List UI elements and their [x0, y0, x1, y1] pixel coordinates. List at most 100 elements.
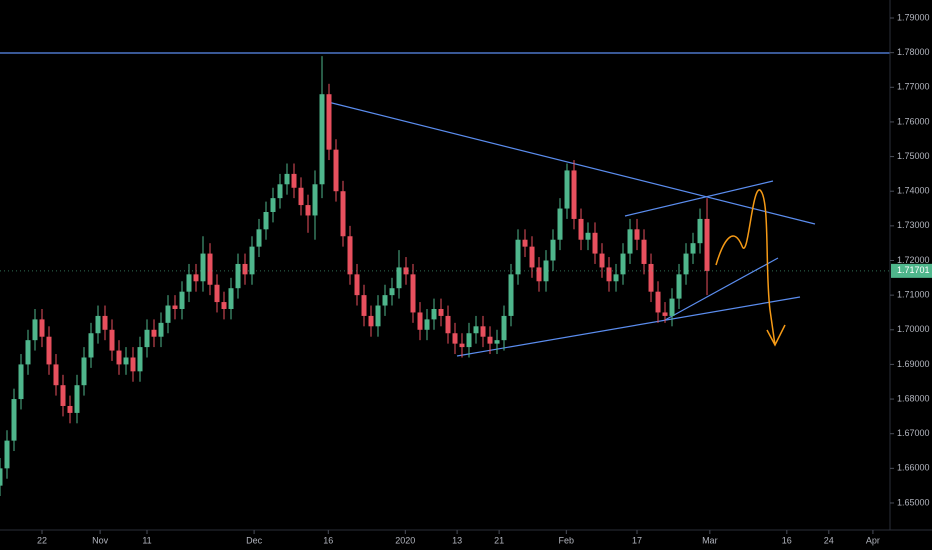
y-tick-label: 1.73000 [897, 220, 930, 230]
candle-body [375, 305, 381, 327]
candle-body [53, 364, 59, 386]
candle-body [368, 315, 374, 327]
candle-body [235, 263, 241, 289]
candle-body [319, 94, 325, 185]
candle-body [438, 308, 444, 316]
candle-body [389, 288, 395, 296]
y-tick-label: 1.77000 [897, 82, 930, 92]
candle-body [277, 184, 283, 199]
x-tick-label: Apr [866, 535, 880, 545]
candle-body [410, 274, 416, 313]
y-tick-label: 1.66000 [897, 463, 930, 473]
candle-body [18, 364, 24, 400]
candle-body [207, 253, 213, 285]
y-tick-label: 1.67000 [897, 428, 930, 438]
candle-body [452, 333, 458, 344]
candle-body [333, 149, 339, 192]
candle-body [193, 274, 199, 282]
candle-body [697, 218, 703, 244]
x-tick-label: 22 [37, 535, 47, 545]
candle-body [144, 329, 150, 348]
candle-body [459, 343, 465, 348]
candle-body [522, 239, 528, 247]
candle-body [424, 319, 430, 330]
candle-body [543, 260, 549, 282]
candle-body [669, 298, 675, 316]
projection-arrowhead [766, 324, 786, 347]
candle-body [67, 405, 73, 413]
candle-body [641, 239, 647, 264]
candle-body [529, 246, 535, 268]
candle-body [39, 319, 45, 337]
candle-body [151, 329, 157, 337]
candle-body [4, 440, 10, 469]
candle-body [473, 326, 479, 334]
candle-body [445, 315, 451, 334]
candle-body [116, 350, 122, 365]
x-tick-label: 24 [824, 535, 834, 545]
candle-body [648, 263, 654, 292]
candle-body [249, 246, 255, 275]
candle-body [130, 357, 136, 372]
candle-body [354, 274, 360, 296]
candle-body [158, 322, 164, 337]
candle-body [508, 274, 514, 316]
candle-body [494, 340, 500, 344]
candle-body [361, 295, 367, 316]
candle-body [88, 333, 94, 358]
candle-body [515, 239, 521, 275]
y-tick-label: 1.69000 [897, 359, 930, 369]
candle-body [291, 173, 297, 188]
candle-body [417, 312, 423, 330]
x-tick-label: 11 [142, 535, 151, 545]
x-tick-label: 17 [632, 535, 642, 545]
candle-body [263, 212, 269, 230]
x-tick-label: 16 [323, 535, 333, 545]
candle-body [683, 253, 689, 275]
candle-body [11, 399, 17, 441]
candle-body [557, 208, 563, 240]
y-tick-label: 1.75000 [897, 151, 930, 161]
candle-body [655, 291, 661, 313]
candle-body [550, 239, 556, 261]
y-tick-label: 1.74000 [897, 186, 930, 196]
candle-body [95, 315, 101, 334]
candle-body [46, 336, 52, 365]
candle-body [347, 236, 353, 275]
candle-body [312, 184, 318, 216]
y-tick-label: 1.68000 [897, 393, 930, 403]
candle-body [620, 253, 626, 275]
x-tick-label: Nov [92, 535, 109, 545]
candle-body [564, 170, 570, 209]
candle-body [396, 267, 402, 289]
candle-body [403, 267, 409, 275]
candle-body [256, 229, 262, 247]
candle-body [480, 326, 486, 337]
y-tick-label: 1.65000 [897, 497, 930, 507]
candle-body [186, 274, 192, 292]
candle-body [571, 170, 577, 219]
candle-body [81, 357, 87, 386]
y-tick-label: 1.72000 [897, 255, 930, 265]
candle-body [613, 274, 619, 282]
candle-body [627, 229, 633, 254]
x-tick-label: Mar [702, 535, 718, 545]
y-tick-label: 1.70000 [897, 324, 930, 334]
candle-body [214, 284, 220, 303]
candle-body [32, 319, 38, 341]
candle-body [662, 312, 668, 316]
candle-body [242, 263, 248, 275]
candle-body [592, 232, 598, 254]
last-price-box [891, 263, 932, 278]
candle-body [704, 218, 710, 271]
candle-body [102, 315, 108, 330]
y-tick-label: 1.71000 [897, 290, 930, 300]
last-price-label: 1.71701 [897, 265, 930, 275]
x-tick-label: 2020 [395, 535, 415, 545]
candle-body [305, 205, 311, 216]
trend-line [456, 296, 801, 357]
trend-line [664, 257, 779, 321]
candle-body [179, 291, 185, 309]
drawings [0, 52, 890, 357]
candle-body [340, 191, 346, 237]
